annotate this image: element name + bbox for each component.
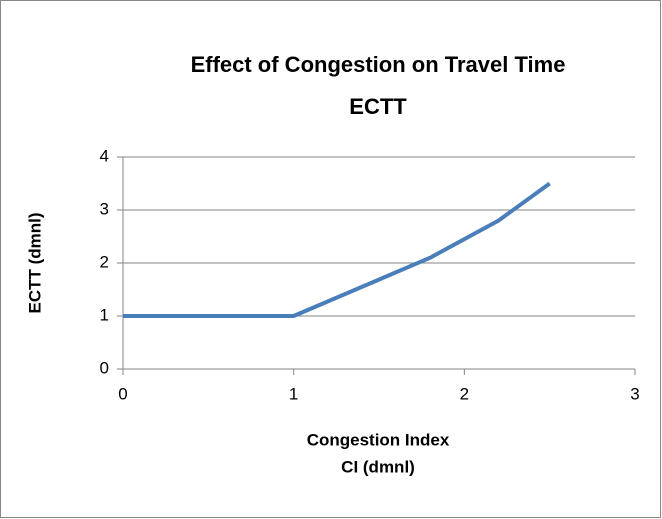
x-tick-label: 1	[289, 384, 298, 403]
chart-title: Effect of Congestion on Travel Time	[191, 52, 566, 77]
y-axis-label: ECTT (dmnl)	[25, 212, 44, 313]
y-tick-label: 0	[100, 358, 109, 377]
x-axis-label: CI (dmnl)	[341, 457, 415, 476]
y-tick-label: 1	[100, 305, 109, 324]
data-line	[123, 181, 551, 318]
x-tick-label: 0	[118, 384, 127, 403]
y-tick-label: 4	[100, 146, 109, 165]
x-tick-label: 3	[630, 384, 639, 403]
y-tick-label: 2	[100, 252, 109, 271]
chart-subtitle: ECTT	[349, 94, 407, 119]
x-axis-label: Congestion Index	[307, 430, 450, 449]
x-tick-label: 2	[460, 384, 469, 403]
y-tick-label: 3	[100, 199, 109, 218]
